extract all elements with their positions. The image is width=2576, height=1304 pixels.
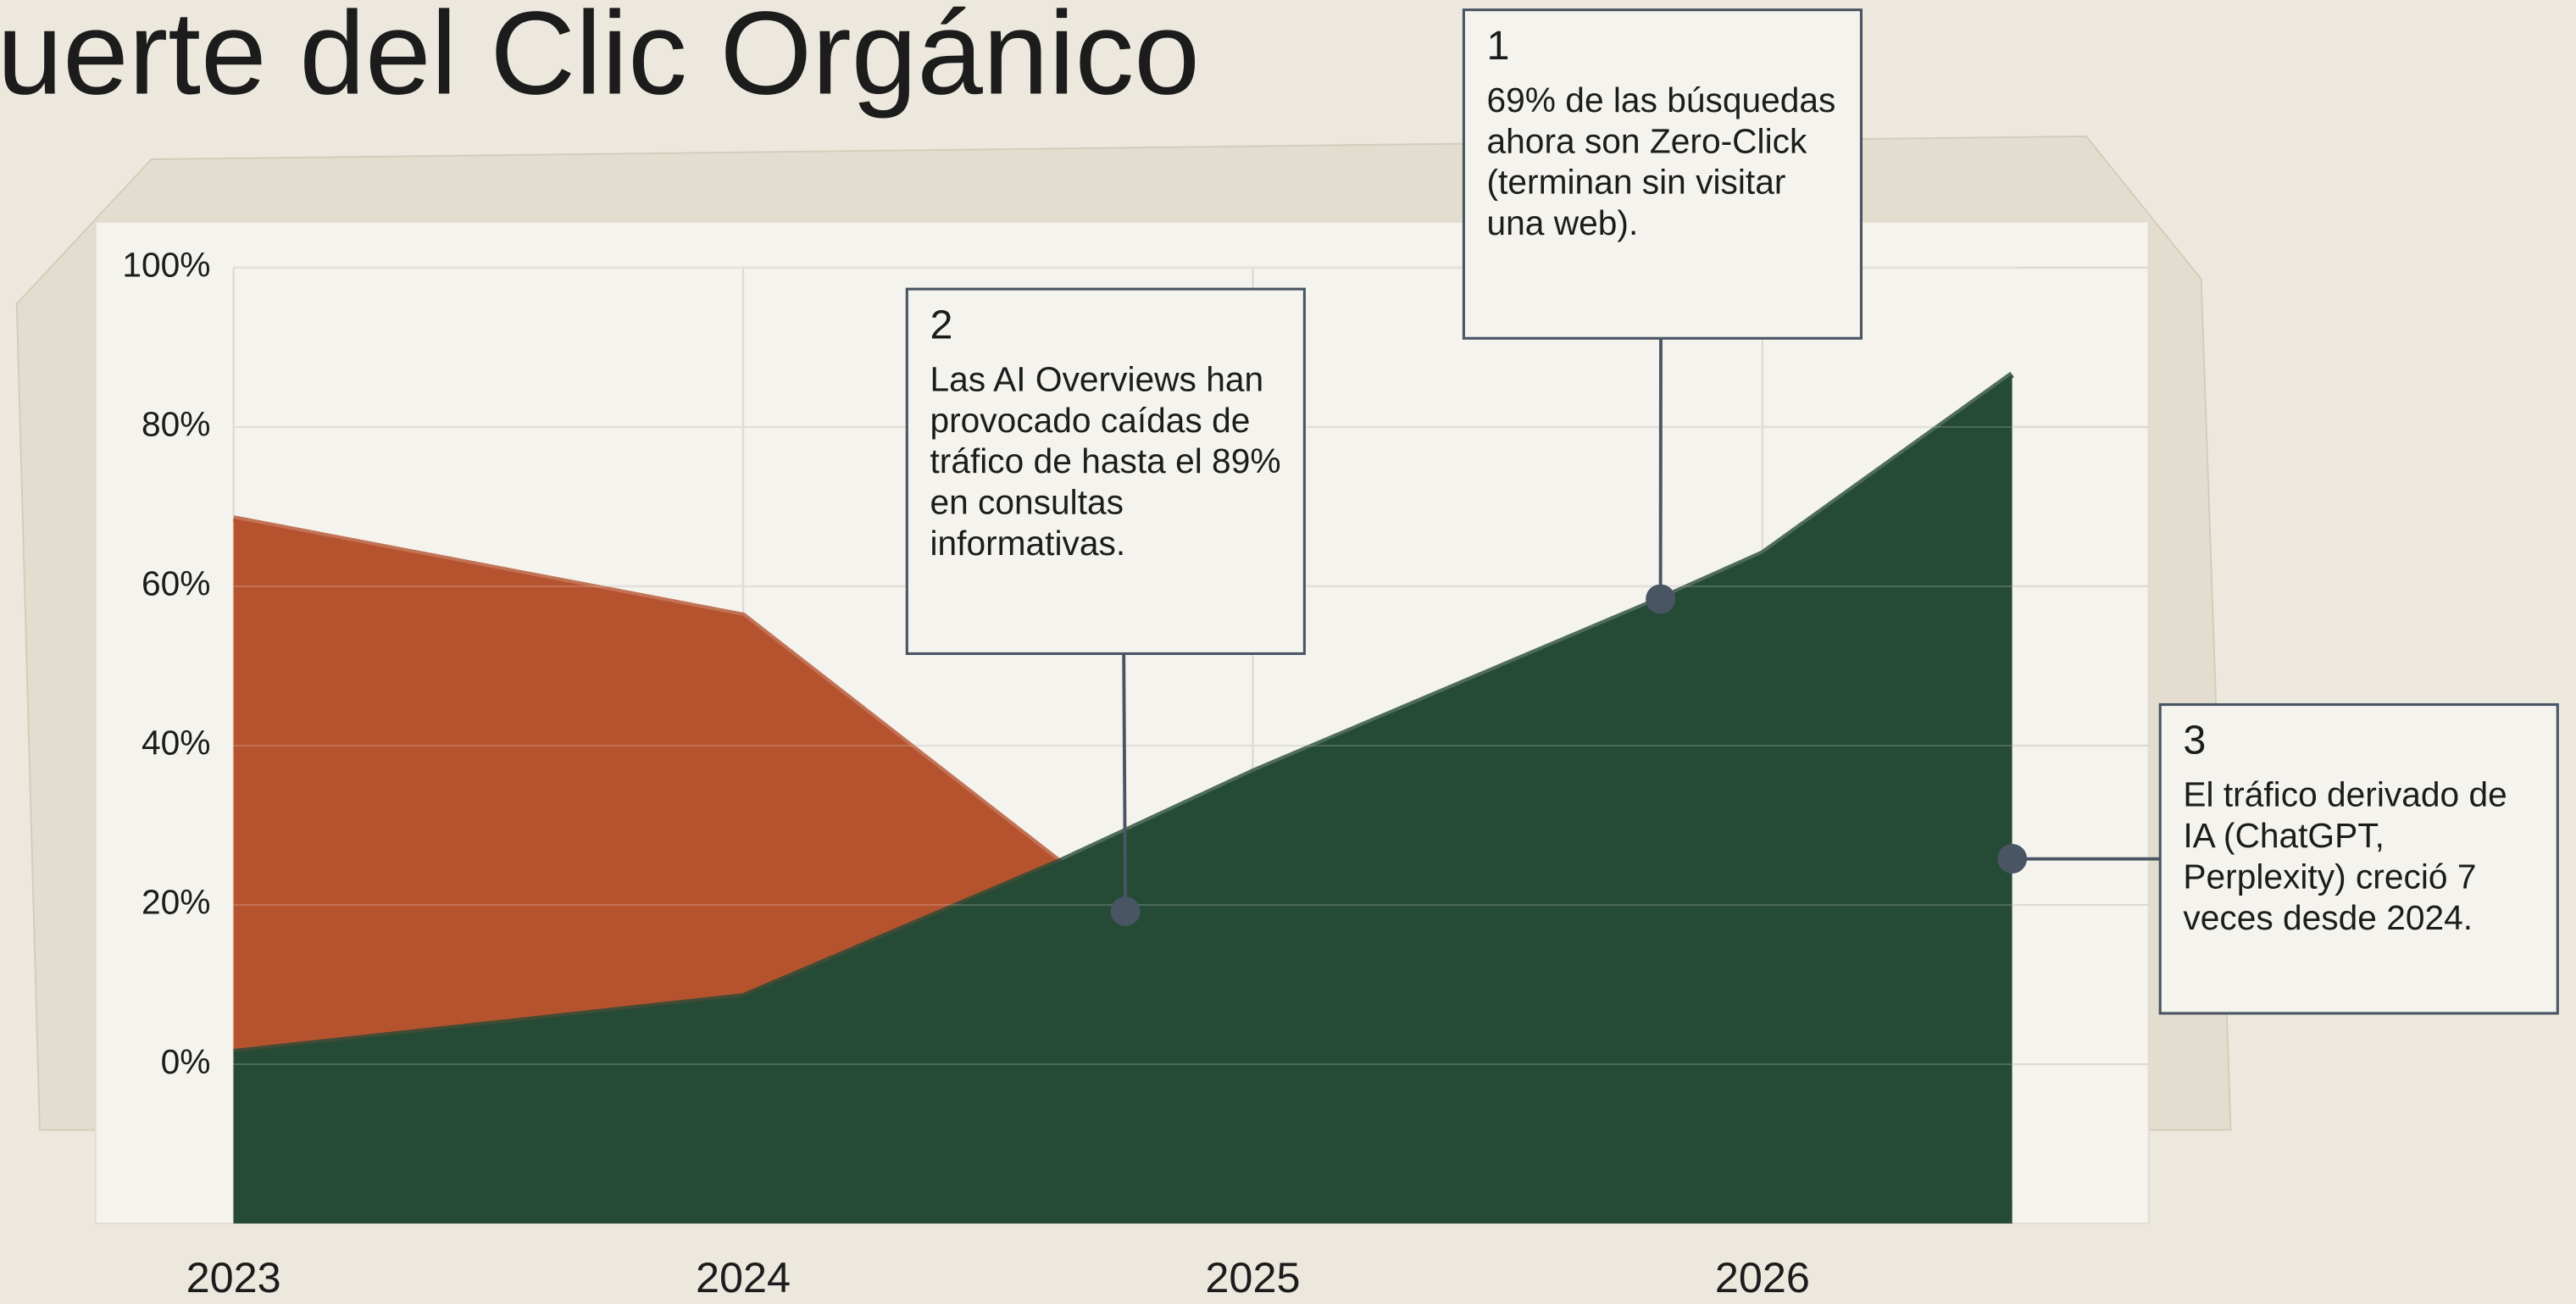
y-tick-label: 40% — [142, 724, 210, 763]
annotation-number: 1 — [1487, 26, 1839, 67]
leader-line — [1124, 653, 1125, 911]
annotation-content: 3 El tráfico derivado de IA (ChatGPT, Per… — [2160, 705, 2557, 957]
annotation-marker — [1997, 844, 2027, 874]
x-tick-label: 2025 — [1205, 1253, 1300, 1301]
y-tick-label: 0% — [161, 1042, 211, 1081]
annotation: 3 El tráfico derivado de IA (ChatGPT, Per… — [2160, 705, 2557, 1013]
annotation-content: 1 69% de las búsquedas ahora son Zero-Cli… — [1463, 10, 1861, 262]
annotation: 2 Las AI Overviews han provocado caídas d… — [907, 289, 1304, 653]
annotation-number: 2 — [930, 306, 1281, 347]
annotation-number: 3 — [2183, 721, 2534, 762]
annotation-content: 2 Las AI Overviews han provocado caídas d… — [907, 289, 1304, 581]
x-tick-label: 2023 — [186, 1253, 281, 1301]
y-tick-label: 100% — [122, 246, 210, 285]
chart-title: uerte del Clic Orgánico — [0, 0, 1200, 119]
annotation-text: Las AI Overviews han provocado caídas de… — [930, 361, 1280, 563]
annotation-marker — [1111, 896, 1141, 926]
y-tick-label: 20% — [142, 883, 210, 922]
chart: 0% 20% 40% 60% 80% 100% 2023 2024 2025 2026 1 69% … — [0, 0, 2576, 1304]
page: {"chart_data": {"type": "area", "title":… — [0, 0, 2576, 1304]
annotation-text: El tráfico derivado de IA (ChatGPT, Perp… — [2183, 777, 2507, 938]
annotation: 1 69% de las búsquedas ahora son Zero-Cli… — [1463, 10, 1861, 339]
annotation-text: 69% de las búsquedas ahora son Zero-Clic… — [1487, 82, 1836, 243]
y-tick-label: 80% — [142, 405, 210, 444]
annotation-marker — [1646, 585, 1675, 614]
y-tick-label: 60% — [142, 564, 210, 603]
x-tick-label: 2024 — [696, 1253, 791, 1301]
x-tick-label: 2026 — [1715, 1253, 1810, 1301]
